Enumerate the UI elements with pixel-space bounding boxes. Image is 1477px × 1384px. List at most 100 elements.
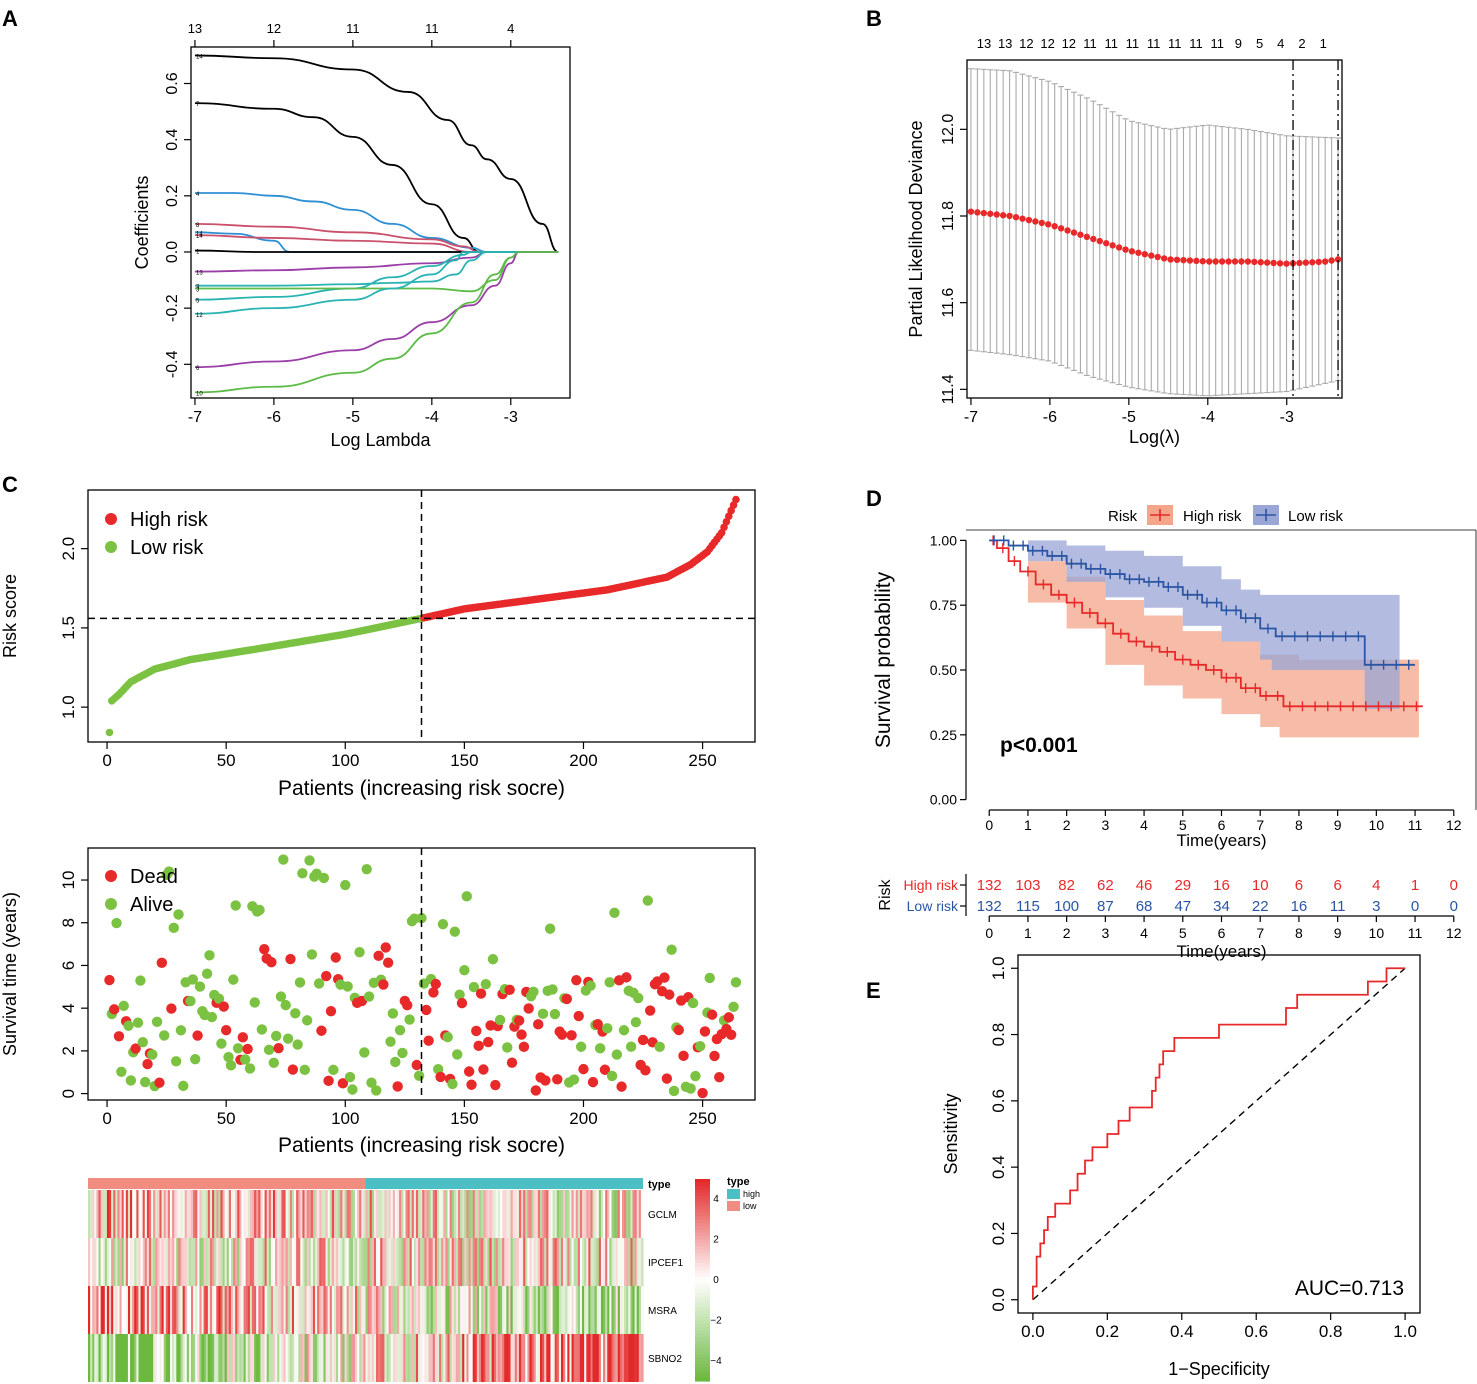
heatmap-cell xyxy=(184,1334,188,1382)
alive-patient-point xyxy=(685,1083,696,1094)
heatmap-cell xyxy=(615,1190,619,1238)
heatmap-cell xyxy=(617,1286,621,1334)
heatmap-cell xyxy=(594,1334,598,1382)
heatmap-cell xyxy=(413,1238,417,1286)
heatmap-cell xyxy=(489,1334,493,1382)
alive-patient-point xyxy=(132,1017,144,1028)
heatmap-cell xyxy=(186,1334,190,1382)
heatmap-cell xyxy=(151,1238,154,1286)
alive-patient-point xyxy=(602,1023,613,1034)
heatmap-cell xyxy=(506,1286,510,1334)
coefficient-index-label: 7 xyxy=(196,102,200,108)
heatmap-cell xyxy=(418,1190,421,1238)
heatmap-cell xyxy=(462,1190,465,1238)
heatmap-cell xyxy=(199,1238,203,1286)
color-scale-step xyxy=(695,1179,710,1183)
heatmap-cell xyxy=(96,1190,100,1238)
plot-frame xyxy=(87,489,756,743)
heatmap-cell xyxy=(455,1238,459,1286)
heatmap-cell xyxy=(321,1286,325,1334)
dead-patient-point xyxy=(483,1036,494,1048)
heatmap-cell xyxy=(125,1238,129,1286)
heatmap-cell xyxy=(445,1190,449,1238)
heatmap-cell xyxy=(138,1238,142,1286)
dead-patient-point xyxy=(325,1005,337,1017)
heatmap-cell xyxy=(445,1238,449,1286)
heatmap-cell xyxy=(373,1334,377,1382)
alive-patient-point xyxy=(449,926,461,937)
heatmap-cell xyxy=(241,1238,245,1286)
color-scale-step xyxy=(695,1337,710,1342)
heatmap-cell xyxy=(344,1238,348,1286)
heatmap-cell xyxy=(220,1286,224,1334)
heatmap-cell xyxy=(466,1334,470,1382)
dead-patient-point xyxy=(130,1043,141,1054)
alive-patient-point xyxy=(275,991,287,1002)
y-tick-label: 8 xyxy=(59,918,78,927)
heatmap-cell xyxy=(628,1190,631,1238)
alive-patient-point xyxy=(111,917,122,929)
dead-patient-point xyxy=(640,1065,651,1076)
heatmap-cell xyxy=(415,1190,419,1238)
mean-deviance-point xyxy=(1006,212,1013,220)
mean-deviance-point xyxy=(1238,258,1245,265)
coefficient-index-label: 12 xyxy=(196,313,203,319)
color-scale-step xyxy=(695,1219,710,1224)
heatmap-cell xyxy=(130,1286,133,1334)
heatmap-cell xyxy=(479,1238,482,1286)
heatmap-cell xyxy=(531,1190,535,1238)
heatmap-cell xyxy=(300,1238,304,1286)
x-tick-label: 150 xyxy=(450,1109,478,1128)
heatmap-cell xyxy=(207,1238,211,1286)
heatmap-cell xyxy=(489,1238,493,1286)
heatmap-cell xyxy=(460,1286,463,1334)
heatmap-cell xyxy=(268,1286,272,1334)
dead-patient-point xyxy=(706,1009,718,1020)
heatmap-cell xyxy=(588,1286,592,1334)
heatmap-cell xyxy=(159,1286,163,1334)
y-tick-label: 2 xyxy=(59,1046,78,1055)
heatmap-cell xyxy=(640,1238,644,1286)
heatmap-cell xyxy=(308,1190,312,1238)
heatmap-cell xyxy=(582,1334,585,1382)
heatmap-cell xyxy=(510,1286,514,1334)
heatmap-cell xyxy=(306,1334,310,1382)
heatmap-cell xyxy=(598,1334,602,1382)
alive-patient-point xyxy=(292,1039,303,1050)
color-scale-step xyxy=(695,1229,710,1234)
heatmap-cell xyxy=(634,1334,638,1382)
heatmap-cell xyxy=(205,1238,209,1286)
heatmap-cell xyxy=(140,1190,144,1238)
heatmap-cell xyxy=(413,1334,417,1382)
heatmap-cell xyxy=(214,1334,217,1382)
color-scale-step xyxy=(695,1317,710,1321)
heatmap-cell xyxy=(224,1190,228,1238)
heatmap-cell xyxy=(249,1190,253,1238)
heatmap-cell xyxy=(500,1286,503,1334)
heatmap-cell xyxy=(502,1286,505,1334)
heatmap-cell xyxy=(346,1334,350,1382)
heatmap-cell xyxy=(521,1334,524,1382)
heatmap-cell xyxy=(304,1190,308,1238)
alive-patient-point xyxy=(147,1049,158,1060)
mean-deviance-point xyxy=(1225,258,1232,265)
x-tick-label: 9 xyxy=(1334,817,1342,833)
dead-patient-point xyxy=(592,1019,603,1030)
heatmap-cell xyxy=(365,1238,369,1286)
heatmap-cell xyxy=(258,1334,261,1382)
x-tick-label: 2 xyxy=(1063,817,1071,833)
color-scale-step xyxy=(695,1242,710,1247)
heatmap-cell xyxy=(434,1238,438,1286)
heatmap-cell xyxy=(508,1238,512,1286)
heatmap-cell xyxy=(426,1334,430,1382)
heatmap-cell xyxy=(90,1190,93,1238)
heatmap-cell xyxy=(365,1334,369,1382)
heatmap-cell xyxy=(603,1334,606,1382)
heatmap-cell xyxy=(218,1286,222,1334)
heatmap-cell xyxy=(621,1238,625,1286)
heatmap-cell xyxy=(106,1190,110,1238)
dead-patient-point xyxy=(516,1029,527,1040)
heatmap-cell xyxy=(186,1190,190,1238)
x-tick-label: 4 xyxy=(1140,817,1148,833)
